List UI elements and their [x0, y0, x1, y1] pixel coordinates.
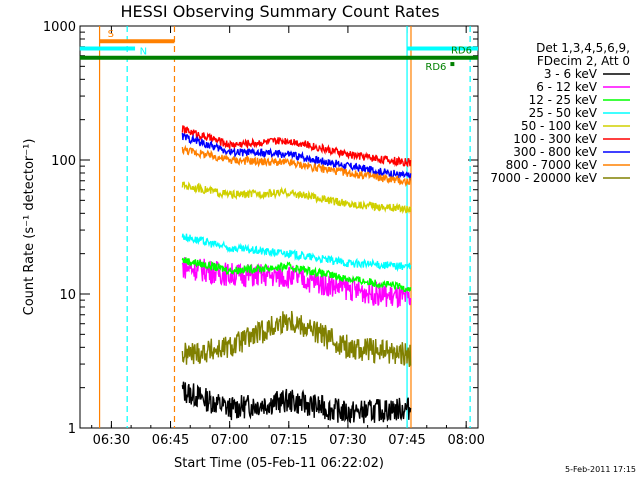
series-line-6	[181, 132, 412, 181]
x-tick-label-1: 06:45	[152, 433, 189, 448]
flag-label-0: S	[108, 29, 114, 40]
flag-label-2: RD6	[451, 46, 472, 57]
x-tick-label-4: 07:30	[329, 433, 366, 448]
legend-label-1: 6 - 12 keV	[536, 80, 598, 94]
legend-header-1: FDecim 2, Att 0	[537, 54, 630, 68]
x-tick-label-3: 07:15	[270, 433, 307, 448]
legend-label-0: 3 - 6 keV	[544, 67, 598, 81]
x-tick-label-0: 06:30	[93, 433, 130, 448]
flag-bars: S N RD6 RD6	[79, 29, 478, 73]
axes-layer: 06:30 06:45 07:00 07:15 07:30 07:45 08:00 1 10 10…	[43, 20, 485, 448]
series-layer	[181, 125, 412, 424]
x-tick-label-6: 08:00	[447, 433, 484, 448]
series-line-0	[181, 381, 412, 424]
series-line-2	[181, 257, 412, 293]
y-tick-label-1: 10	[59, 288, 76, 303]
legend-header-0: Det 1,3,4,5,6,9,	[536, 41, 630, 55]
x-tick-label-5: 07:45	[388, 433, 425, 448]
legend-label-8: 7000 - 20000 keV	[490, 171, 597, 185]
legend-label-3: 25 - 50 keV	[529, 106, 598, 120]
vertical-markers	[98, 26, 471, 428]
flag-label-1: N	[140, 46, 147, 57]
series-line-5	[181, 125, 412, 168]
series-line-7	[181, 144, 411, 188]
plot-frame	[79, 25, 479, 429]
chart-title: HESSI Observing Summary Count Rates	[120, 2, 439, 21]
legend-label-2: 12 - 25 keV	[529, 93, 598, 107]
y-tick-label-3: 1000	[43, 20, 76, 35]
y-tick-label-0: 1	[68, 422, 76, 437]
legend: Det 1,3,4,5,6,9,FDecim 2, Att 03 - 6 keV…	[490, 41, 630, 185]
date-stamp: 5-Feb-2011 17:15	[565, 465, 636, 474]
legend-label-5: 100 - 300 keV	[513, 132, 597, 146]
legend-label-7: 800 - 7000 keV	[506, 158, 598, 172]
flag-label-3: RD6	[425, 62, 446, 73]
legend-label-4: 50 - 100 keV	[521, 119, 598, 133]
x-tick-label-2: 07:00	[211, 433, 248, 448]
x-axis-label: Start Time (05-Feb-11 06:22:02)	[174, 456, 384, 471]
legend-label-6: 300 - 800 keV	[513, 145, 597, 159]
y-tick-label-2: 100	[51, 154, 76, 169]
y-axis-label: Count Rate (s⁻¹ detector⁻¹)	[22, 139, 37, 316]
series-line-3	[181, 233, 412, 273]
series-line-4	[181, 181, 412, 215]
series-line-8	[181, 310, 412, 367]
